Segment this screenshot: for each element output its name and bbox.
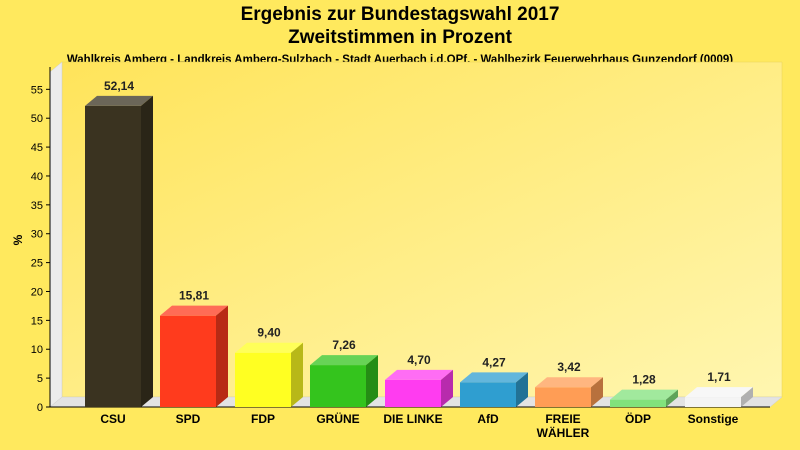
bar-side-2 [291, 342, 303, 407]
value-label-3: 7,26 [332, 338, 356, 352]
bar-4 [385, 379, 441, 407]
category-label-3: GRÜNE [316, 411, 359, 426]
bar-6 [535, 387, 591, 407]
bar-8 [685, 397, 741, 407]
y-tick-label: 30 [31, 229, 43, 241]
bar-top-5 [460, 372, 528, 383]
category-label-8: Sonstige [688, 412, 739, 426]
y-tick-label: 35 [31, 200, 43, 212]
y-tick-label: 50 [31, 113, 43, 125]
y-tick-label: 10 [31, 344, 43, 356]
category-label-7: ÖDP [625, 411, 651, 426]
category-label-6: FREIE [545, 412, 580, 426]
bar-side-8 [741, 387, 753, 407]
category-label-2: FDP [251, 412, 275, 426]
category-label-0: CSU [100, 412, 125, 426]
bar-side-5 [516, 372, 528, 407]
bar-top-2 [235, 342, 303, 353]
value-label-8: 1,71 [707, 370, 731, 384]
bar-top-0 [85, 95, 153, 106]
bar-side-6 [591, 377, 603, 407]
value-label-6: 3,42 [557, 360, 581, 374]
side-wall [49, 61, 63, 408]
bar-top-4 [385, 369, 453, 380]
y-tick-label: 15 [31, 315, 43, 327]
category-label-6: WÄHLER [537, 425, 590, 440]
bar-0 [85, 105, 141, 407]
bar-2 [235, 352, 291, 407]
category-label-5: AfD [477, 412, 499, 426]
y-tick-label: 40 [31, 171, 43, 183]
bar-top-6 [535, 377, 603, 388]
bar-side-0 [141, 95, 153, 407]
bar-1 [160, 315, 216, 407]
bar-7 [610, 399, 666, 407]
value-label-0: 52,14 [104, 79, 134, 93]
category-label-4: DIE LINKE [383, 412, 442, 426]
value-label-2: 9,40 [257, 326, 281, 340]
y-tick-label: 0 [37, 402, 43, 414]
value-label-4: 4,70 [407, 353, 431, 367]
chart-title-line2: Zweitstimmen in Prozent [288, 27, 512, 48]
bar-top-7 [610, 389, 678, 400]
value-label-1: 15,81 [179, 289, 209, 303]
value-label-7: 1,28 [632, 373, 656, 387]
bar-5 [460, 382, 516, 407]
bar-top-8 [685, 387, 753, 398]
value-label-5: 4,27 [482, 355, 506, 369]
bar-side-1 [216, 305, 228, 407]
bar-top-1 [160, 305, 228, 316]
bar-side-3 [366, 355, 378, 407]
chart-title: Ergebnis zur Bundestagswahl 2017 [240, 4, 560, 25]
bar-3 [310, 365, 366, 407]
bar-side-4 [441, 369, 453, 407]
y-tick-label: 55 [31, 84, 43, 96]
y-tick-label: 25 [31, 258, 43, 270]
category-label-1: SPD [176, 412, 201, 426]
y-tick-label: 5 [37, 373, 43, 385]
y-tick-label: 45 [31, 142, 43, 154]
bar-side-7 [666, 389, 678, 407]
y-tick-label: 20 [31, 286, 43, 298]
y-axis-label: % [11, 234, 25, 245]
bar-top-3 [310, 355, 378, 366]
